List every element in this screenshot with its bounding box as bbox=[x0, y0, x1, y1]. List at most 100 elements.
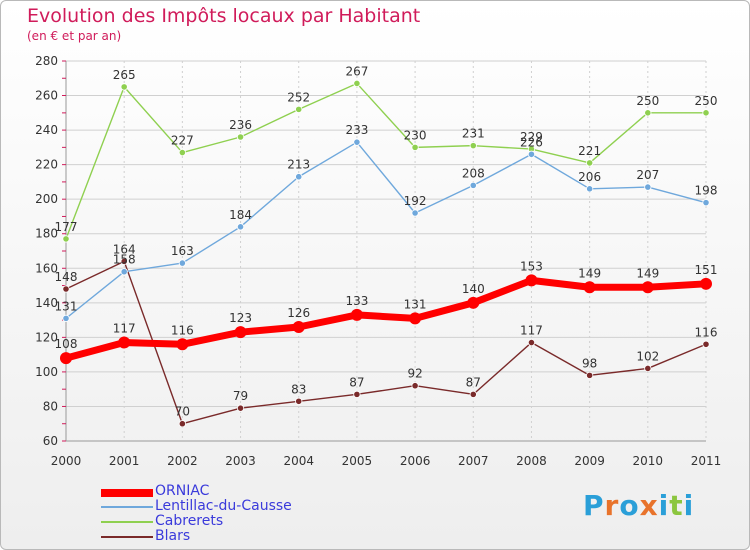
series-line-cabrerets bbox=[65, 82, 707, 240]
data-point bbox=[469, 181, 477, 189]
data-point bbox=[118, 336, 131, 349]
legend-label-orniac: ORNIAC bbox=[155, 483, 210, 499]
data-label: 250 bbox=[695, 94, 718, 108]
data-label: 227 bbox=[171, 134, 194, 148]
data-label: 116 bbox=[695, 325, 718, 339]
data-point bbox=[350, 308, 363, 321]
data-point bbox=[411, 143, 419, 151]
data-point bbox=[586, 185, 594, 193]
data-label: 116 bbox=[171, 323, 194, 337]
legend-label-blars: Blars bbox=[155, 528, 191, 544]
data-point bbox=[60, 352, 72, 365]
data-point bbox=[120, 83, 128, 91]
series-line-orniac bbox=[62, 276, 710, 362]
data-label: 230 bbox=[404, 128, 427, 142]
data-point bbox=[641, 281, 654, 294]
y-tick-label: 260 bbox=[35, 89, 58, 103]
data-point bbox=[236, 404, 245, 412]
series-line-blars bbox=[65, 260, 707, 425]
data-label: 87 bbox=[349, 375, 364, 389]
data-label: 198 bbox=[695, 184, 718, 198]
y-tick-label: 100 bbox=[35, 365, 58, 379]
y-tick-label: 240 bbox=[35, 123, 58, 137]
data-point bbox=[178, 420, 186, 428]
data-point bbox=[527, 150, 536, 158]
data-label: 221 bbox=[578, 144, 601, 158]
logo-letter: t bbox=[669, 489, 684, 522]
data-point bbox=[586, 371, 594, 379]
data-point bbox=[178, 259, 186, 267]
data-label: 108 bbox=[55, 337, 78, 351]
data-label: 153 bbox=[520, 259, 543, 273]
data-point bbox=[178, 148, 186, 157]
data-label: 79 bbox=[233, 389, 248, 403]
data-label: 226 bbox=[520, 135, 543, 149]
data-point bbox=[644, 109, 652, 117]
data-point bbox=[295, 105, 303, 113]
data-label: 177 bbox=[55, 220, 78, 234]
legend-label-lentillac: Lentillac-du-Causse bbox=[155, 498, 292, 514]
logo-letter: x bbox=[639, 489, 659, 522]
data-point bbox=[702, 199, 710, 207]
x-tick-label: 2007 bbox=[458, 454, 489, 468]
data-label: 87 bbox=[466, 375, 481, 389]
data-point bbox=[527, 338, 536, 347]
chart-subtitle: (en € et par an) bbox=[27, 29, 122, 43]
data-point bbox=[586, 159, 594, 167]
x-tick-label: 2011 bbox=[691, 454, 722, 468]
x-tick-label: 2001 bbox=[109, 454, 140, 468]
data-point bbox=[409, 312, 422, 325]
data-point bbox=[644, 183, 652, 191]
logo-letter: r bbox=[604, 489, 620, 522]
data-label: 98 bbox=[582, 356, 597, 370]
data-label: 265 bbox=[113, 68, 136, 82]
data-label: 140 bbox=[462, 282, 485, 296]
data-label: 149 bbox=[578, 266, 601, 280]
y-tick-label: 120 bbox=[35, 330, 58, 344]
data-label: 184 bbox=[229, 208, 252, 222]
x-tick-label: 2002 bbox=[167, 454, 198, 468]
y-tick-label: 140 bbox=[35, 296, 58, 310]
logo-letter: P bbox=[583, 489, 605, 522]
data-point bbox=[469, 142, 477, 150]
legend-label-cabrerets: Cabrerets bbox=[155, 513, 224, 529]
y-tick-label: 60 bbox=[43, 434, 58, 448]
data-label: 70 bbox=[175, 405, 190, 419]
data-label: 83 bbox=[291, 382, 306, 396]
series-line-lentillac-du-causse bbox=[65, 141, 707, 320]
legend-swatch-lentillac bbox=[101, 506, 153, 508]
data-label: 149 bbox=[636, 266, 659, 280]
data-label: 231 bbox=[462, 127, 485, 141]
data-label: 117 bbox=[520, 324, 543, 338]
data-point bbox=[469, 390, 477, 398]
data-label: 236 bbox=[229, 118, 252, 132]
data-label: 267 bbox=[345, 64, 368, 78]
data-label: 148 bbox=[55, 270, 78, 284]
legend-swatch-blars bbox=[101, 536, 153, 538]
data-point bbox=[467, 296, 480, 309]
data-point bbox=[411, 382, 419, 390]
y-tick-label: 220 bbox=[35, 158, 58, 172]
data-point bbox=[353, 79, 361, 88]
data-point bbox=[353, 138, 361, 146]
data-point bbox=[411, 209, 419, 217]
data-point bbox=[62, 235, 70, 243]
data-point bbox=[700, 277, 712, 290]
data-label: 213 bbox=[287, 158, 310, 172]
logo-letter: i bbox=[683, 489, 695, 522]
x-tick-label: 2006 bbox=[400, 454, 431, 468]
data-label: 133 bbox=[345, 294, 368, 308]
y-tick-label: 200 bbox=[35, 192, 58, 206]
y-tick-label: 80 bbox=[43, 399, 58, 413]
x-tick-label: 2005 bbox=[342, 454, 373, 468]
data-label: 123 bbox=[229, 311, 252, 325]
data-point bbox=[292, 321, 305, 333]
data-label: 151 bbox=[695, 263, 718, 277]
data-point bbox=[525, 274, 538, 287]
data-label: 250 bbox=[636, 94, 659, 108]
data-label: 208 bbox=[462, 166, 485, 180]
x-tick-label: 2010 bbox=[633, 454, 664, 468]
x-tick-label: 2008 bbox=[516, 454, 547, 468]
